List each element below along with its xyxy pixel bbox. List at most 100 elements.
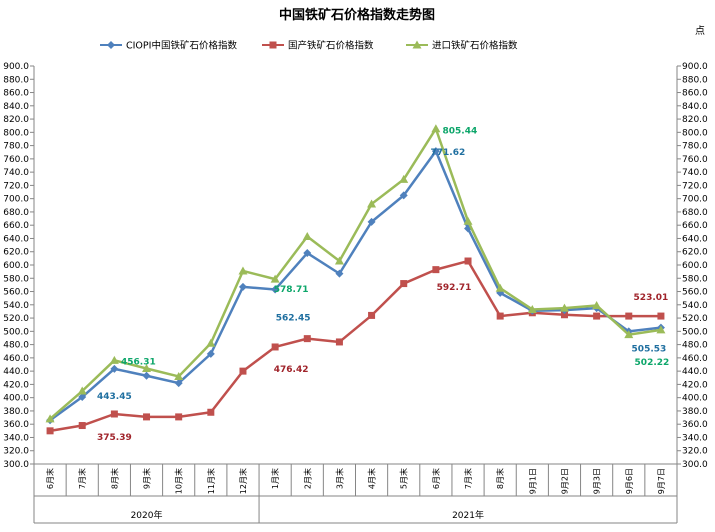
data-point <box>432 266 440 274</box>
y-tick-label-right: 500.0 <box>682 327 708 337</box>
y-tick-label-left: 360.0 <box>3 420 29 430</box>
data-label: 476.42 <box>274 365 309 375</box>
data-label: 805.44 <box>443 127 478 137</box>
y-tick-label-left: 780.0 <box>3 142 29 152</box>
data-label: 578.71 <box>274 285 309 295</box>
y-tick-label-right: 700.0 <box>682 195 708 205</box>
data-point <box>399 174 409 183</box>
unit-label: 点 <box>695 25 705 37</box>
y-tick-label-left: 740.0 <box>3 168 29 178</box>
y-tick-label-left: 900.0 <box>3 62 29 72</box>
data-point <box>335 269 344 278</box>
y-tick-label-left: 620.0 <box>3 248 29 258</box>
data-point <box>239 367 247 375</box>
legend-label: 国产铁矿石价格指数 <box>288 40 374 52</box>
y-tick-label-right: 880.0 <box>682 75 708 85</box>
x-tick-label: 3月末 <box>334 468 344 489</box>
data-point <box>463 216 473 225</box>
y-tick-label-left: 420.0 <box>3 380 29 390</box>
data-point <box>367 199 377 208</box>
data-point <box>334 256 344 265</box>
x-tick-label: 9月2日 <box>560 468 569 494</box>
year-label: 2020年 <box>131 509 163 521</box>
y-tick-label-right: 600.0 <box>682 261 708 271</box>
x-tick-label: 9月3日 <box>593 468 602 494</box>
data-point <box>431 124 441 133</box>
series-group <box>45 124 666 435</box>
y-tick-label-left: 560.0 <box>3 288 29 298</box>
y-tick-label-left: 840.0 <box>3 102 29 112</box>
data-point <box>592 300 602 309</box>
y-tick-label-right: 900.0 <box>682 62 708 72</box>
y-tick-label-left: 480.0 <box>3 341 29 351</box>
data-point <box>46 427 54 435</box>
y-tick-label-right: 620.0 <box>682 248 708 258</box>
y-tick-label-left: 720.0 <box>3 181 29 191</box>
data-point <box>303 335 311 343</box>
data-point <box>174 371 184 380</box>
y-tick-label-right: 580.0 <box>682 274 708 284</box>
y-tick-label-right: 640.0 <box>682 234 708 244</box>
x-tick-label: 1月末 <box>270 468 280 489</box>
y-tick-label-right: 360.0 <box>682 420 708 430</box>
y-tick-label-left: 500.0 <box>3 327 29 337</box>
legend-marker <box>107 41 115 49</box>
y-tick-label-right: 680.0 <box>682 208 708 218</box>
y-tick-label-right: 560.0 <box>682 288 708 298</box>
data-label: 502.22 <box>635 358 670 368</box>
y-tick-label-right: 520.0 <box>682 314 708 324</box>
data-point <box>238 282 247 291</box>
data-point <box>368 311 376 319</box>
data-point <box>206 338 216 347</box>
data-point <box>400 280 408 288</box>
y-tick-label-left: 380.0 <box>3 407 29 417</box>
y-tick-label-left: 540.0 <box>3 301 29 311</box>
data-label: 505.53 <box>632 345 667 355</box>
data-label: 456.31 <box>121 357 156 367</box>
data-point <box>303 249 312 258</box>
series-line <box>49 149 662 422</box>
y-tick-label-right: 780.0 <box>682 142 708 152</box>
y-tick-label-right: 840.0 <box>682 102 708 112</box>
data-label: 375.39 <box>97 433 132 443</box>
data-point <box>464 257 472 265</box>
y-tick-label-right: 380.0 <box>682 407 708 417</box>
y-tick-label-left: 300.0 <box>3 460 29 470</box>
y-tick-label-right: 760.0 <box>682 155 708 165</box>
data-point <box>271 343 279 351</box>
x-tick-label: 6月末 <box>45 468 55 489</box>
data-point <box>142 363 152 372</box>
data-point <box>527 304 537 313</box>
data-point <box>270 274 280 283</box>
data-point <box>238 266 248 275</box>
data-point <box>335 338 343 346</box>
y-tick-label-left: 880.0 <box>3 75 29 85</box>
y-tick-label-right: 540.0 <box>682 301 708 311</box>
x-tick-label: 7月末 <box>463 468 473 489</box>
y-tick-label-right: 320.0 <box>682 447 708 457</box>
y-tick-label-left: 340.0 <box>3 433 29 443</box>
series-line <box>49 127 662 420</box>
x-tick-label: 9月7日 <box>657 468 666 494</box>
y-tick-label-left: 580.0 <box>3 274 29 284</box>
data-point <box>593 312 601 320</box>
axes: 300.0 300.0 320.0 320.0 340.0 340.0 360.0 360.0… <box>3 62 708 524</box>
data-point <box>625 312 633 320</box>
x-tick-label: 11月末 <box>206 468 216 494</box>
x-tick-label: 8月末 <box>109 468 119 489</box>
y-tick-label-left: 860.0 <box>3 89 29 99</box>
data-point <box>657 312 665 320</box>
data-point <box>110 410 118 418</box>
y-tick-label-left: 600.0 <box>3 261 29 271</box>
y-tick-label-right: 460.0 <box>682 354 708 364</box>
y-tick-label-left: 320.0 <box>3 447 29 457</box>
x-tick-label: 10月末 <box>174 468 184 494</box>
data-point <box>109 355 119 364</box>
data-point <box>496 312 504 320</box>
y-tick-label-left: 680.0 <box>3 208 29 218</box>
data-point <box>399 191 408 200</box>
x-tick-label: 2月末 <box>302 468 312 489</box>
x-tick-label: 9月6日 <box>625 468 634 494</box>
data-label: 592.71 <box>437 283 472 293</box>
y-tick-label-right: 660.0 <box>682 221 708 231</box>
